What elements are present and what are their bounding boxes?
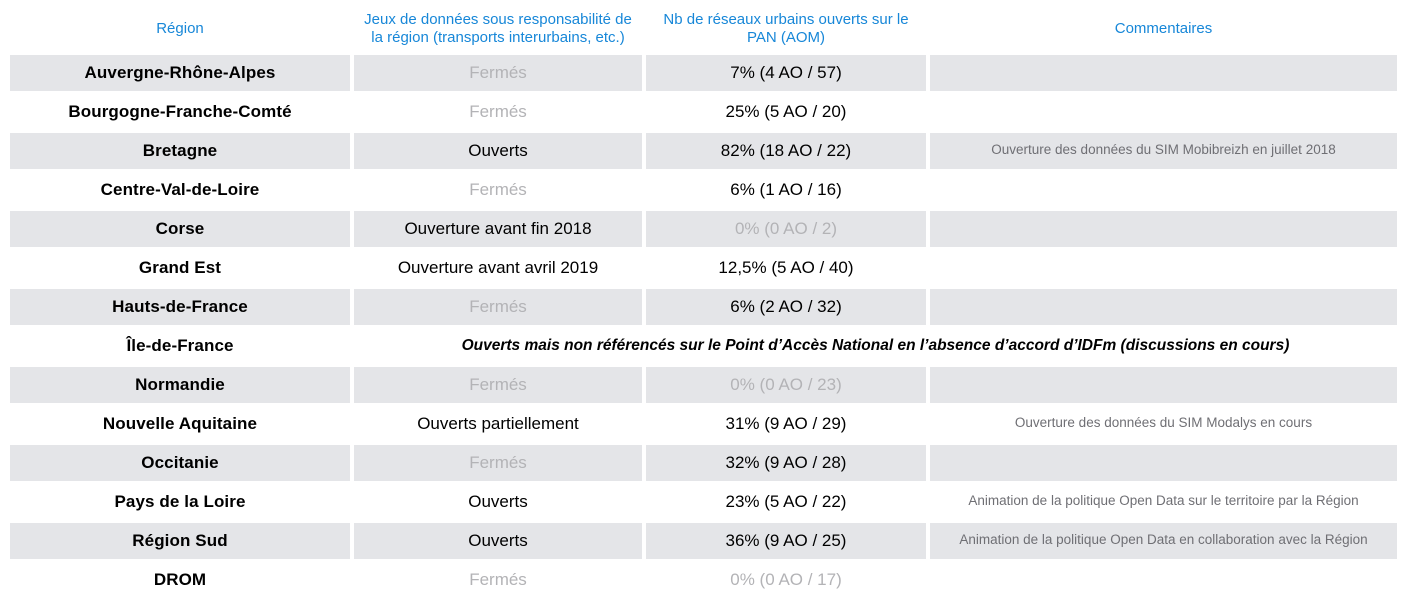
network-cell: 0% (0 AO / 17) [646, 561, 926, 598]
table-row-occitanie: Occitanie Fermés 32% (9 AO / 28) [10, 444, 1397, 481]
datasets-cell: Fermés [354, 288, 642, 325]
region-cell: Pays de la Loire [10, 483, 350, 520]
region-cell: Corse [10, 210, 350, 247]
comment-cell: Animation de la politique Open Data sur … [930, 483, 1397, 520]
ile-de-france-note: Ouverts mais non référencés sur le Point… [354, 327, 1397, 364]
region-cell: Île-de-France [10, 327, 350, 364]
table-row-centre-val-de-loire: Centre-Val-de-Loire Fermés 6% (1 AO / 16… [10, 171, 1397, 208]
region-cell: Auvergne-Rhône-Alpes [10, 54, 350, 91]
table-row-auvergne-rhone-alpes: Auvergne-Rhône-Alpes Fermés 7% (4 AO / 5… [10, 54, 1397, 91]
region-cell: Bourgogne-Franche-Comté [10, 93, 350, 130]
region-cell: Région Sud [10, 522, 350, 559]
table-row-hauts-de-france: Hauts-de-France Fermés 6% (2 AO / 32) [10, 288, 1397, 325]
network-cell: 31% (9 AO / 29) [646, 405, 926, 442]
network-cell: 6% (1 AO / 16) [646, 171, 926, 208]
table-row-corse: Corse Ouverture avant fin 2018 0% (0 AO … [10, 210, 1397, 247]
network-cell: 36% (9 AO / 25) [646, 522, 926, 559]
region-cell: Normandie [10, 366, 350, 403]
col-header-networks: Nb de réseaux urbains ouverts sur le PAN… [646, 3, 926, 52]
region-cell: DROM [10, 561, 350, 598]
network-cell: 0% (0 AO / 23) [646, 366, 926, 403]
table-row-pays-de-la-loire: Pays de la Loire Ouverts 23% (5 AO / 22)… [10, 483, 1397, 520]
datasets-cell: Ouverture avant fin 2018 [354, 210, 642, 247]
region-cell: Bretagne [10, 132, 350, 169]
table-row-drom: DROM Fermés 0% (0 AO / 17) [10, 561, 1397, 598]
region-cell: Hauts-de-France [10, 288, 350, 325]
region-cell: Nouvelle Aquitaine [10, 405, 350, 442]
network-cell: 7% (4 AO / 57) [646, 54, 926, 91]
header-row: Région Jeux de données sous responsabili… [10, 3, 1397, 52]
datasets-cell: Fermés [354, 54, 642, 91]
comment-cell [930, 93, 1397, 130]
datasets-cell: Ouverts [354, 483, 642, 520]
comment-cell: Animation de la politique Open Data en c… [930, 522, 1397, 559]
datasets-cell: Fermés [354, 366, 642, 403]
comment-cell [930, 561, 1397, 598]
region-cell: Grand Est [10, 249, 350, 286]
network-cell: 32% (9 AO / 28) [646, 444, 926, 481]
comment-cell: Ouverture des données du SIM Modalys en … [930, 405, 1397, 442]
table-row-normandie: Normandie Fermés 0% (0 AO / 23) [10, 366, 1397, 403]
comment-cell [930, 288, 1397, 325]
comment-cell [930, 54, 1397, 91]
regions-open-data-table: Région Jeux de données sous responsabili… [6, 0, 1401, 601]
network-cell: 82% (18 AO / 22) [646, 132, 926, 169]
region-cell: Occitanie [10, 444, 350, 481]
datasets-cell: Ouverts [354, 522, 642, 559]
comment-cell [930, 210, 1397, 247]
datasets-cell: Fermés [354, 444, 642, 481]
datasets-cell: Ouverture avant avril 2019 [354, 249, 642, 286]
network-cell: 12,5% (5 AO / 40) [646, 249, 926, 286]
network-cell: 0% (0 AO / 2) [646, 210, 926, 247]
table-row-nouvelle-aquitaine: Nouvelle Aquitaine Ouverts partiellement… [10, 405, 1397, 442]
comment-cell: Ouverture des données du SIM Mobibreizh … [930, 132, 1397, 169]
table-row-grand-est: Grand Est Ouverture avant avril 2019 12,… [10, 249, 1397, 286]
datasets-cell: Fermés [354, 171, 642, 208]
datasets-cell: Ouverts partiellement [354, 405, 642, 442]
comment-cell [930, 171, 1397, 208]
table-row-ile-de-france: Île-de-France Ouverts mais non référencé… [10, 327, 1397, 364]
table-row-region-sud: Région Sud Ouverts 36% (9 AO / 25) Anima… [10, 522, 1397, 559]
network-cell: 6% (2 AO / 32) [646, 288, 926, 325]
datasets-cell: Fermés [354, 93, 642, 130]
network-cell: 23% (5 AO / 22) [646, 483, 926, 520]
comment-cell [930, 366, 1397, 403]
comment-cell [930, 249, 1397, 286]
col-header-region: Région [10, 3, 350, 52]
datasets-cell: Ouverts [354, 132, 642, 169]
table-row-bretagne: Bretagne Ouverts 82% (18 AO / 22) Ouvert… [10, 132, 1397, 169]
col-header-datasets: Jeux de données sous responsabilité de l… [354, 3, 642, 52]
datasets-cell: Fermés [354, 561, 642, 598]
network-cell: 25% (5 AO / 20) [646, 93, 926, 130]
region-cell: Centre-Val-de-Loire [10, 171, 350, 208]
comment-cell [930, 444, 1397, 481]
table-row-bourgogne-franche-comte: Bourgogne-Franche-Comté Fermés 25% (5 AO… [10, 93, 1397, 130]
col-header-comments: Commentaires [930, 3, 1397, 52]
